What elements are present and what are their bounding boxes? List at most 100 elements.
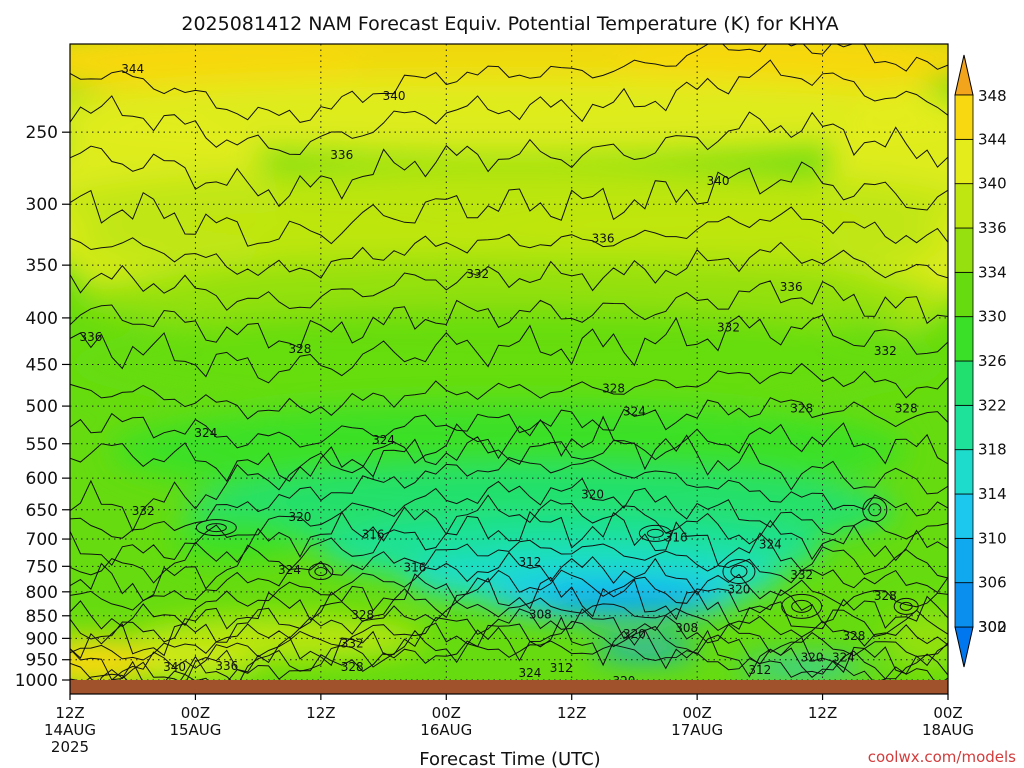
- contour-label: 328: [842, 629, 865, 643]
- contour-line: [70, 608, 948, 681]
- contour-line: [70, 457, 948, 539]
- contour-line: [70, 597, 948, 661]
- colorbar-label: 318: [978, 441, 1007, 459]
- colorbar-label: 326: [978, 352, 1007, 370]
- x-tick-label: 00Z: [933, 704, 962, 722]
- contour-line: [70, 397, 948, 449]
- colorbar-swatch: [954, 493, 974, 539]
- x-tick-label: 15AUG: [169, 721, 221, 739]
- contour-label: 328: [895, 401, 918, 415]
- contour-cell: [791, 599, 813, 613]
- colorbar-label: 300: [978, 618, 1007, 636]
- colorbar-arrow-bottom: [954, 626, 974, 668]
- colorbar-label: 322: [978, 396, 1007, 414]
- contour-label: 320: [581, 487, 604, 501]
- contour-cell: [722, 559, 756, 585]
- contour-line: [70, 415, 948, 532]
- contour-cell: [899, 601, 913, 611]
- ground-strip: [70, 680, 948, 694]
- contour-label: 328: [351, 608, 374, 622]
- contour-label: 320: [801, 651, 824, 665]
- contour-label: 332: [717, 321, 740, 335]
- contour-label: 328: [288, 342, 311, 356]
- contour-label: 344: [121, 62, 144, 76]
- colorbar-swatch: [954, 449, 974, 495]
- colorbar-swatch: [954, 94, 974, 140]
- contour-line: [70, 569, 948, 643]
- contour-cell: [638, 524, 672, 542]
- y-tick-label: 550: [26, 435, 58, 455]
- theta-e-field: [70, 44, 948, 694]
- colorbar-swatch: [954, 360, 974, 406]
- contour-label: 324: [194, 426, 217, 440]
- contour-label: 340: [383, 89, 406, 103]
- contour-label: 336: [592, 231, 615, 245]
- contour-line: [70, 280, 948, 349]
- y-tick-label: 650: [26, 501, 58, 521]
- contour-label: 316: [362, 528, 385, 542]
- contour-label: 328: [874, 589, 897, 603]
- y-tick-label: 350: [26, 256, 58, 276]
- x-tick-label: 14AUG: [44, 721, 96, 739]
- y-tick-label: 300: [26, 195, 58, 215]
- field-blob: [70, 309, 948, 420]
- y-tick-label: 450: [26, 355, 58, 375]
- contour-line: [70, 161, 948, 247]
- x-tick-label: 2025: [51, 738, 89, 756]
- contour-label: 324: [278, 563, 301, 577]
- plot-frame: [69, 43, 949, 695]
- y-tick-label: 500: [26, 397, 58, 417]
- colorbar-swatch: [954, 316, 974, 362]
- y-tick-label: 950: [26, 651, 58, 671]
- contour-line: [70, 241, 948, 311]
- field-blob: [70, 76, 948, 157]
- x-tick-label: 12Z: [306, 704, 335, 722]
- contour-line: [70, 111, 948, 208]
- colorbar-arrow-top: [954, 54, 974, 96]
- contour-label: 332: [341, 637, 364, 651]
- x-tick-label: 00Z: [181, 704, 210, 722]
- contour-line: [70, 511, 948, 602]
- contour-label: 332: [874, 344, 897, 358]
- contour-cell: [308, 563, 334, 581]
- contour-line: [70, 314, 948, 384]
- contour-label: 308: [675, 621, 698, 635]
- contour-cell: [893, 597, 919, 615]
- colorbar-swatch: [954, 183, 974, 229]
- contour-label: 324: [759, 538, 782, 552]
- contour-line: [70, 551, 948, 630]
- colorbar-label: 348: [978, 87, 1007, 105]
- y-tick-label: 600: [26, 469, 58, 489]
- y-tick-label: 750: [26, 557, 58, 577]
- contour-label: 328: [790, 401, 813, 415]
- colorbar-label: 306: [978, 574, 1007, 592]
- field-blob: [70, 636, 154, 687]
- colorbar-label: 334: [978, 263, 1007, 281]
- contour-line: [70, 59, 948, 156]
- y-tick-label: 900: [26, 629, 58, 649]
- contour-cell: [781, 593, 823, 619]
- contour-label: 316: [665, 530, 688, 544]
- contour-label: 328: [602, 381, 625, 395]
- colorbar-label: 310: [978, 529, 1007, 547]
- contour-cell: [205, 523, 227, 533]
- contour-label: 336: [330, 148, 353, 162]
- field-blob: [738, 659, 865, 676]
- colorbar-swatch: [954, 582, 974, 628]
- contour-cell: [730, 565, 748, 579]
- contour-line: [70, 362, 948, 420]
- y-tick-label: 850: [26, 607, 58, 627]
- y-tick-label: 1000: [15, 671, 58, 691]
- contour-label: 336: [79, 330, 102, 344]
- x-axis-label: Forecast Time (UTC): [419, 749, 600, 768]
- contour-line: [70, 620, 948, 689]
- contour-label: 312: [550, 661, 573, 675]
- y-tick-label: 800: [26, 583, 58, 603]
- colorbar-label: 330: [978, 308, 1007, 326]
- contour-lines: [70, 44, 948, 694]
- colorbar-label: 302: [978, 618, 1007, 636]
- colorbar-swatch: [954, 138, 974, 185]
- credit-text: coolwx.com/models: [868, 748, 1016, 766]
- contour-label: 332: [790, 568, 813, 582]
- x-tick-label: 12Z: [808, 704, 837, 722]
